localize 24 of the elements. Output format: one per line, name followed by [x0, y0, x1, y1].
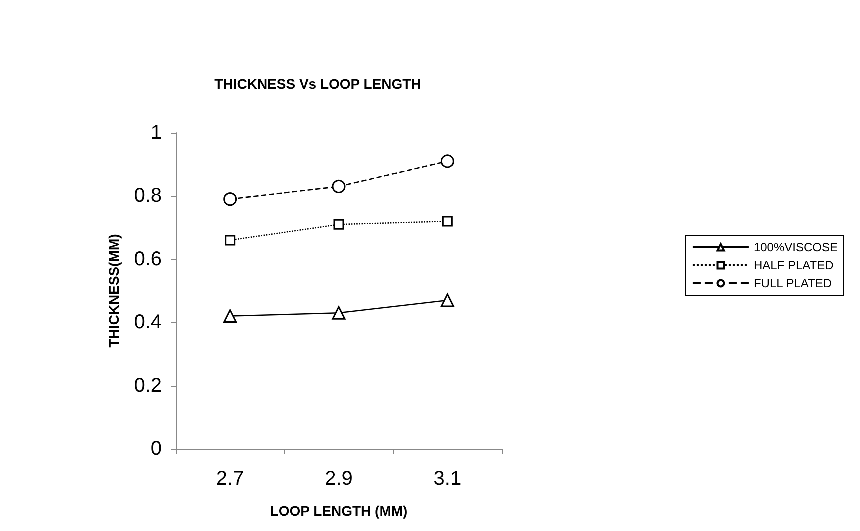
- point: [332, 180, 346, 194]
- y-tick-label: 0.2: [134, 374, 162, 397]
- point: [334, 219, 344, 230]
- point: [224, 192, 238, 206]
- y-axis-title: THICKNESS(MM): [106, 234, 122, 348]
- x-tick-label: 2.9: [325, 468, 353, 490]
- y-tick-label: 0.6: [134, 248, 162, 270]
- y-tick-label: 0: [150, 438, 162, 460]
- legend-label: 100%VISCOSE: [754, 240, 838, 254]
- legend-label: HALF PLATED: [754, 258, 834, 272]
- chart-title: THICKNESS Vs LOOP LENGTH: [214, 76, 422, 92]
- point: [332, 306, 346, 320]
- x-axis-title: LOOP LENGTH (MM): [270, 503, 408, 519]
- point: [224, 310, 238, 324]
- point: [225, 235, 236, 246]
- y-tick-label: 0.8: [134, 185, 162, 208]
- legend-label: FULL PLATED: [754, 276, 832, 290]
- y-tick-label: 0.4: [134, 312, 162, 334]
- point: [440, 154, 454, 168]
- x-tick-label: 3.1: [434, 468, 462, 490]
- x-tick-label: 2.7: [216, 468, 244, 490]
- point: [440, 294, 454, 308]
- point: [442, 216, 453, 227]
- y-tick-label: 1: [150, 122, 162, 144]
